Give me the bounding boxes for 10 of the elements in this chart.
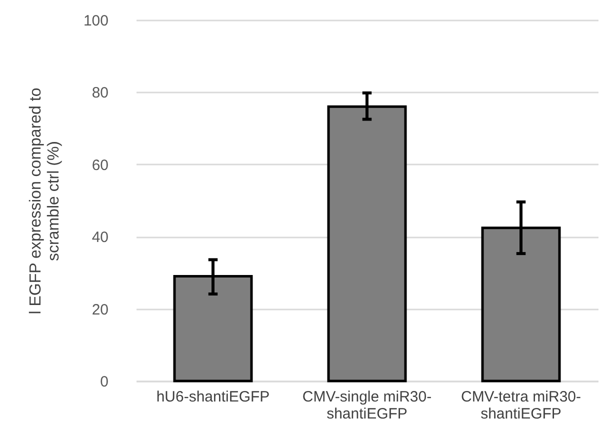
y-tick-label: 0 [100,374,108,390]
y-tick-label: 80 [92,84,108,102]
y-tick-label: 60 [92,156,108,174]
x-tick-label: CMV-single miR30-shantiEGFP [302,388,432,422]
y-tick-label: 40 [92,229,108,246]
y-axis-title: l EGFP expression compared to scramble ctrl (%) [27,88,62,314]
y-tick-label: 20 [92,301,108,318]
y-tick-label: 100 [83,12,108,30]
x-tick-label: CMV-tetra miR30-shantiEGFP [460,388,582,422]
x-tick-label: hU6-shantiEGFP [156,388,270,406]
